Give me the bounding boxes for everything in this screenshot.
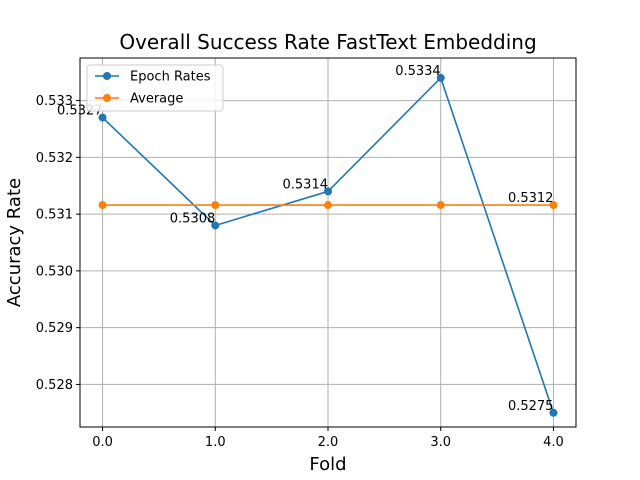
data-point [549, 408, 558, 417]
data-label: 0.5334 [395, 64, 441, 79]
legend-marker-average [103, 94, 111, 102]
grid [80, 58, 576, 427]
data-label: 0.5308 [170, 211, 216, 226]
chart-title: Overall Success Rate FastText Embedding [119, 30, 536, 54]
y-axis-label: Accuracy Rate [4, 178, 25, 307]
data-point [324, 187, 332, 196]
series-layer [98, 73, 558, 417]
data-label: 0.5314 [283, 177, 329, 192]
data-point [98, 201, 107, 210]
legend-marker-epoch-rates [103, 72, 111, 80]
x-tick-label: 1.0 [205, 435, 226, 450]
y-tick-label: 0.532 [36, 151, 73, 166]
y-tick-label: 0.533 [36, 94, 73, 109]
data-point [98, 113, 107, 122]
y-tick-label: 0.528 [36, 378, 73, 393]
data-point [324, 201, 332, 210]
y-tick-label: 0.529 [36, 321, 73, 336]
data-point [436, 73, 445, 82]
x-tick-label: 2.0 [318, 435, 339, 450]
y-tick-label: 0.530 [36, 264, 73, 279]
axis-ticks: 0.0 1.0 2.0 3.0 4.0 0.528 0.529 0.530 0.531 0.532… [36, 94, 564, 450]
data-point [549, 201, 558, 210]
data-point [211, 201, 220, 210]
x-tick-label: 3.0 [430, 435, 451, 450]
data-label: 0.5275 [508, 399, 554, 414]
legend-box [86, 64, 224, 112]
legend-label-epoch-rates: Epoch Rates [130, 70, 211, 85]
y-tick-label: 0.531 [36, 208, 73, 223]
x-tick-label: 4.0 [543, 435, 564, 450]
legend-label-average: Average [130, 92, 183, 107]
data-point [211, 221, 220, 230]
legend: Epoch Rates Average [86, 64, 224, 112]
data-label: 0.5312 [508, 191, 554, 206]
x-tick-label: 0.0 [92, 435, 113, 450]
x-axis-label: Fold [309, 454, 346, 475]
data-point [436, 201, 445, 210]
